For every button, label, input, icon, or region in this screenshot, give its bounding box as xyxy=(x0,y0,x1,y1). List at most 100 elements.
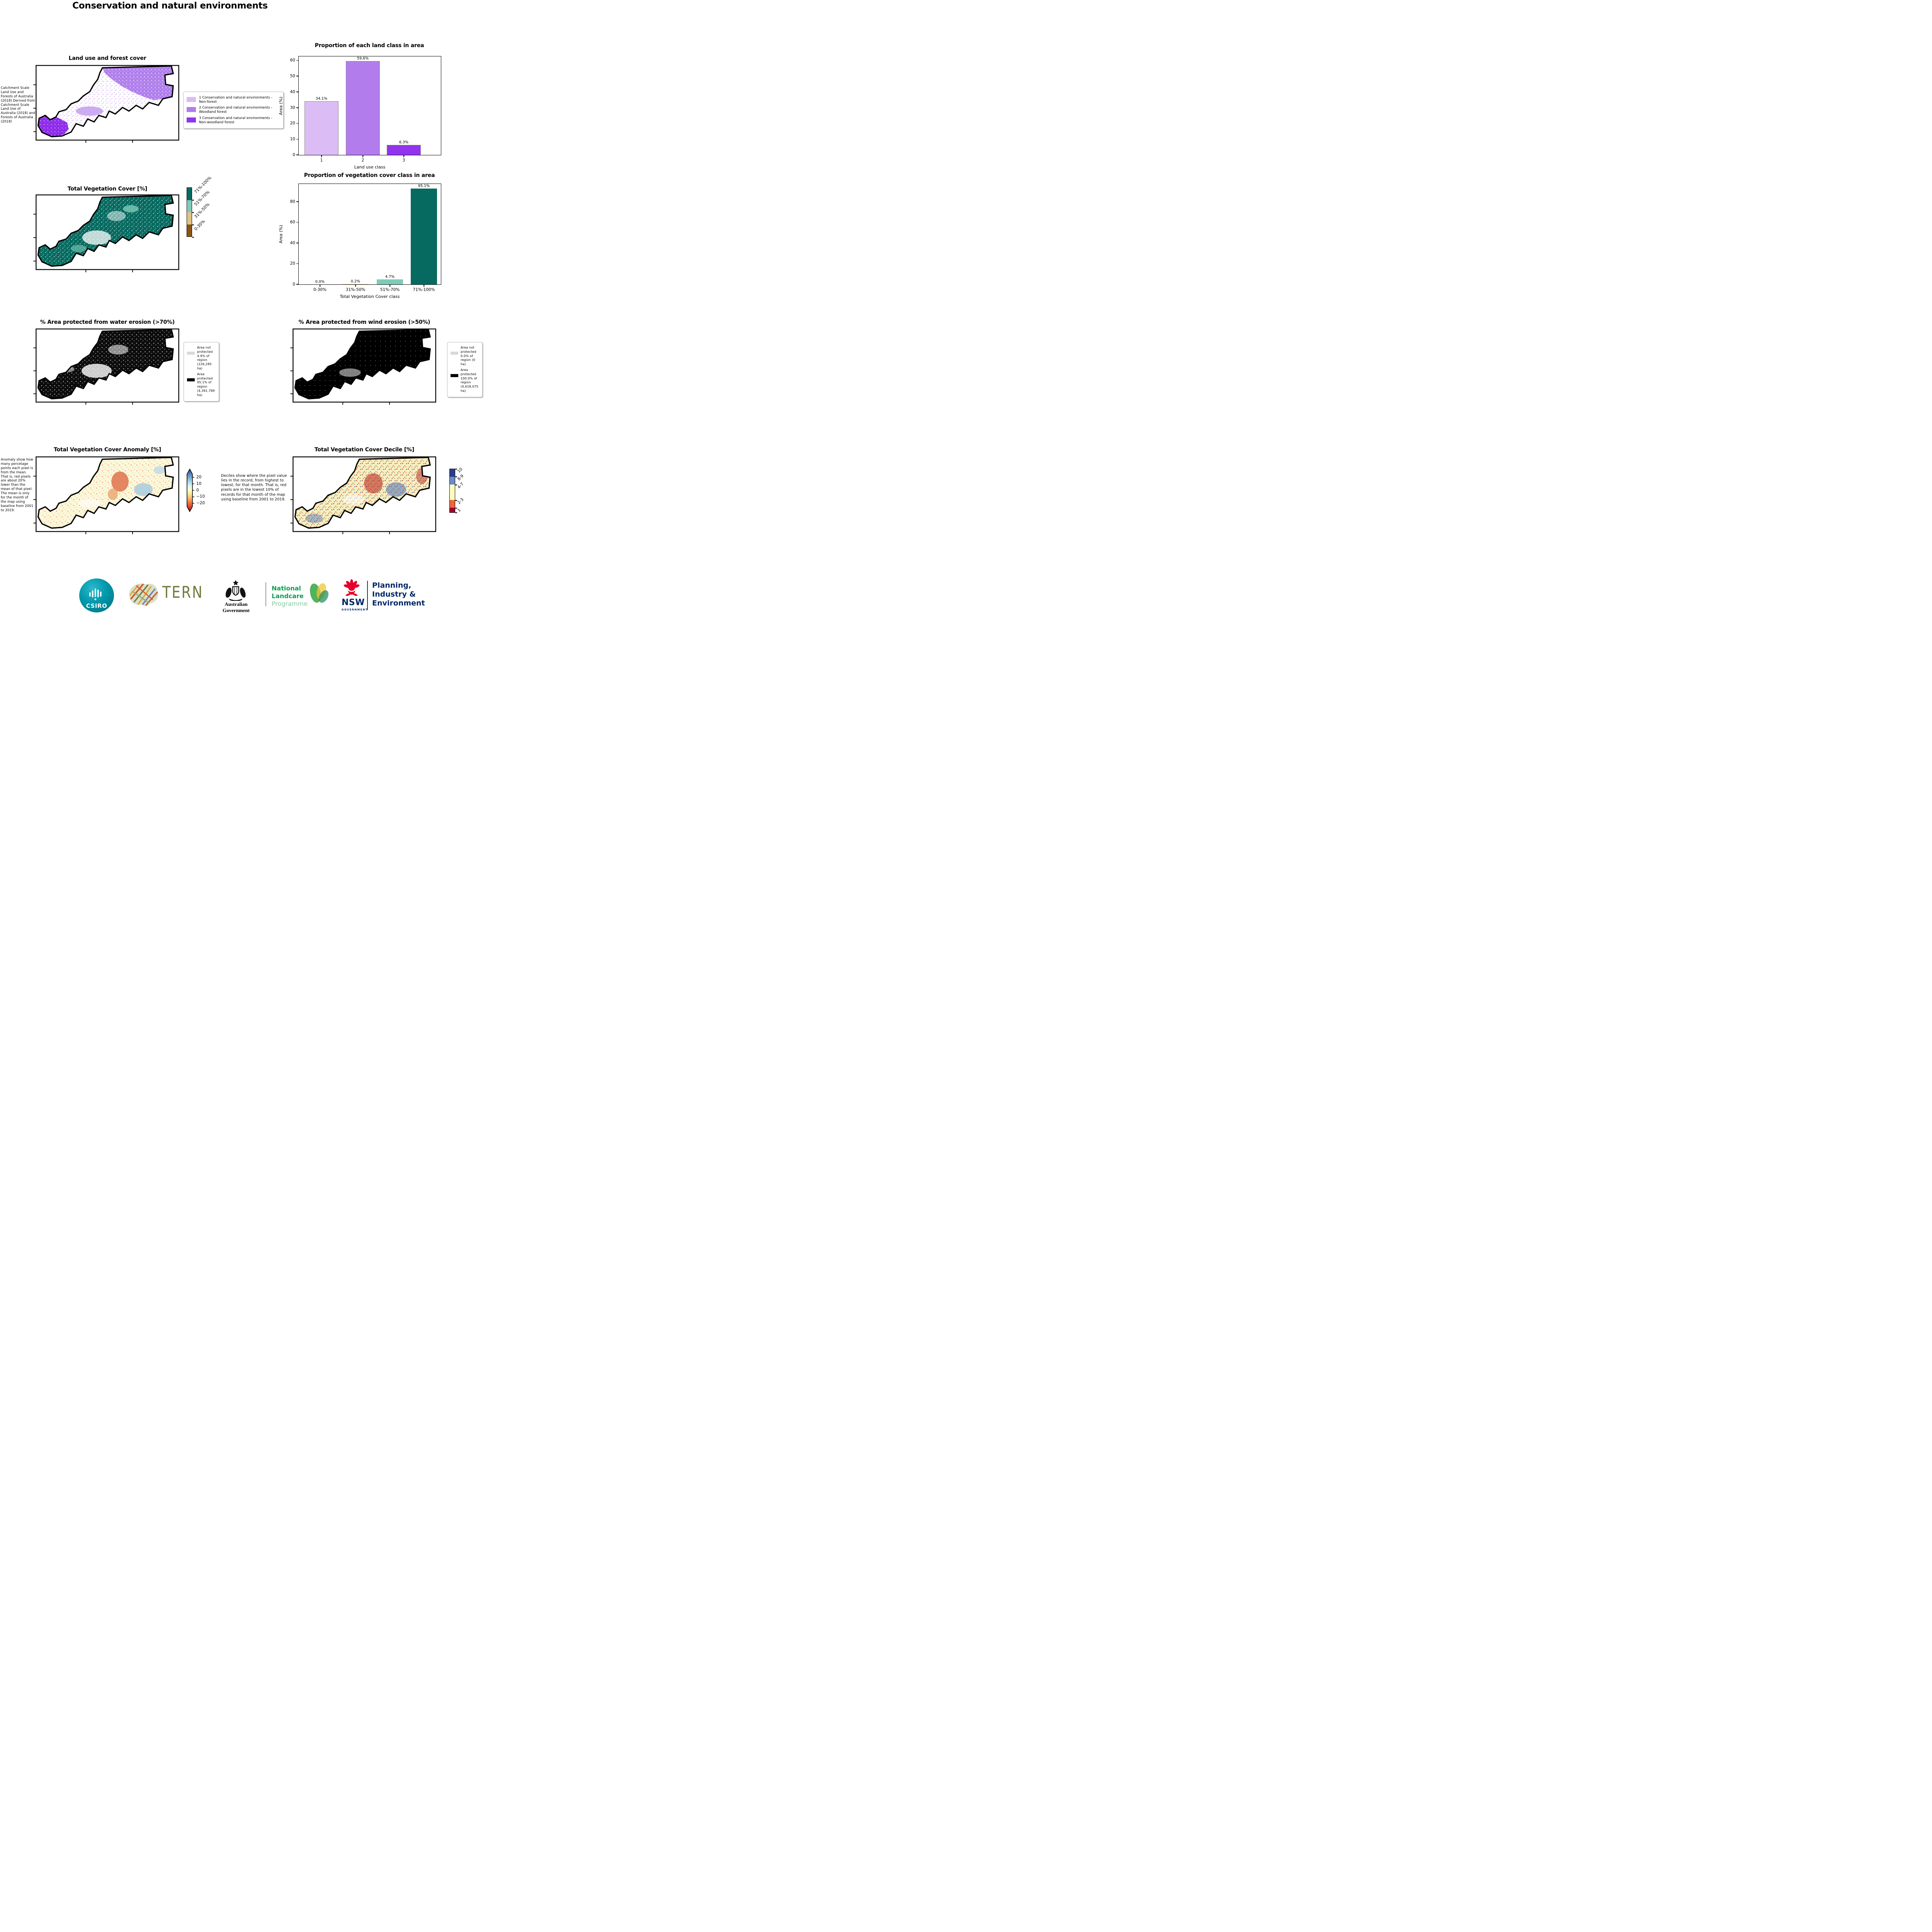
dpie-line1: Planning, xyxy=(372,581,412,590)
colorbar-label: 71%-100% xyxy=(193,175,213,195)
bar-value-label: 0.2% xyxy=(350,279,361,284)
nsw-wordmark: NSW xyxy=(342,598,365,607)
colorbar-tick-label: −20 xyxy=(196,501,205,505)
legend-swatch-not-protected xyxy=(187,352,195,355)
y-tick xyxy=(296,76,299,77)
csiro-logo: CSIRO xyxy=(79,578,114,612)
colorbar-seg-0-30 xyxy=(187,224,192,236)
x-tick-label: 71%-100% xyxy=(413,287,435,292)
colorbar-tick xyxy=(192,237,194,238)
wind-erosion-map xyxy=(290,328,436,405)
legend-label: 2 Conservation and natural environments … xyxy=(199,106,272,114)
x-tick xyxy=(389,284,390,287)
legend-label: Area not protected 0.0% of region (0 ha) xyxy=(461,346,476,366)
wind-erosion-map-title: % Area protected from wind erosion (>50%… xyxy=(298,319,430,325)
dpie-line3: Environment xyxy=(372,599,425,607)
legend-swatch-non-forest xyxy=(187,97,196,102)
water-erosion-legend: Area not protected 4.9% of region (226,2… xyxy=(184,342,219,401)
legend-label: Area protected 100.0% of region (4,618,0… xyxy=(461,368,478,393)
legend-swatch-non-woodland-forest xyxy=(187,117,196,122)
x-tick-label: 1 xyxy=(320,158,323,163)
x-tick xyxy=(355,284,356,287)
bar-value-label: 59.6% xyxy=(357,56,369,61)
bar-class-3 xyxy=(387,145,421,155)
water-erosion-map-title: % Area protected from water erosion (>70… xyxy=(40,319,175,325)
csiro-waveform-icon xyxy=(89,588,102,600)
y-tick-label: 20 xyxy=(290,261,295,266)
y-tick-label: 10 xyxy=(290,137,295,142)
nsw-government-wordmark: GOVERNMENT xyxy=(342,608,368,611)
legend-label: 3 Conservation and natural environments … xyxy=(199,116,272,124)
csiro-wordmark: CSIRO xyxy=(86,602,107,609)
legend-item: Area not protected 0.0% of region (0 ha) xyxy=(451,346,479,367)
anomaly-map xyxy=(33,456,179,534)
landcare-line3: Programme xyxy=(272,600,308,607)
legend-item: Area protected 100.0% of region (4,618,0… xyxy=(451,368,479,393)
wind-erosion-legend: Area not protected 0.0% of region (0 ha)… xyxy=(447,342,483,397)
bar-value-label: 95.1% xyxy=(418,184,430,188)
bar-class-1 xyxy=(304,101,338,155)
decile-map xyxy=(290,456,436,534)
veg-class-chart-plot: Area (%) 0.0% 0.2% 4.7% 95.1% 0-30% 31%-… xyxy=(279,184,441,299)
landcare-line1: National xyxy=(272,585,301,592)
colorbar-tick-label: 20 xyxy=(196,475,202,480)
bar-slot-0-30: 0.0% xyxy=(307,184,333,284)
bar-class-2 xyxy=(346,61,380,155)
dpie-line2: Industry & xyxy=(372,590,416,599)
colorbar-seg-31-50 xyxy=(187,212,192,224)
colorbar-seg-4-7 xyxy=(450,485,455,500)
colorbar-tick xyxy=(192,212,194,213)
landcare-leaves-icon xyxy=(310,583,329,603)
legend-swatch-protected xyxy=(187,378,195,381)
veg-cover-colorbar xyxy=(187,187,192,237)
anomaly-caption: Anomaly show how many percetage points e… xyxy=(1,458,34,512)
y-tick xyxy=(296,284,299,285)
y-tick-label: 60 xyxy=(290,220,295,225)
legend-swatch-woodland-forest xyxy=(187,107,196,112)
legend-label: Area protected 95.1% of region (4,391,78… xyxy=(197,372,215,397)
y-tick xyxy=(296,222,299,223)
decile-caption: Deciles show where the pixel value lies … xyxy=(221,474,287,502)
legend-swatch-not-protected xyxy=(451,352,458,355)
tern-wordmark: TERN xyxy=(162,583,204,602)
y-tick-label: 0 xyxy=(293,153,295,157)
water-erosion-map xyxy=(33,328,179,405)
colorbar-tick xyxy=(455,500,457,501)
y-tick-label: 40 xyxy=(290,240,295,245)
colorbar-label: 4-7 xyxy=(456,481,465,490)
bar-slot-51-70: 4.7% xyxy=(377,184,403,284)
colorbar-tick xyxy=(192,200,194,201)
x-tick-label: 31%-50% xyxy=(345,287,366,292)
colorbar-tick xyxy=(455,512,457,513)
colorbar-tick xyxy=(455,476,457,477)
x-axis-label: Total Vegetation Cover class xyxy=(340,294,400,299)
colorbar-tick-label: −10 xyxy=(196,494,205,499)
tern-australia-icon xyxy=(129,583,158,606)
y-tick-label: 60 xyxy=(290,58,295,63)
x-axis-label: Land use class xyxy=(354,165,386,170)
land-class-chart-plot: Area (%) 34.1% 59.6% 6.3% 1 2 3 Land use… xyxy=(279,56,441,170)
colorbar-label: 10 xyxy=(456,467,464,474)
colorbar-seg-8-9 xyxy=(450,477,455,485)
bar-slot-class-2: 59.6% xyxy=(346,56,380,155)
y-tick xyxy=(296,107,299,108)
colorbar-seg-2-3 xyxy=(450,500,455,508)
x-tick-label: 2 xyxy=(361,158,364,163)
bar-value-label: 4.7% xyxy=(385,275,395,279)
colorbar-tick xyxy=(192,224,194,225)
veg-class-chart-title: Proportion of vegetation cover class in … xyxy=(304,172,435,179)
legend-item: Area protected 95.1% of region (4,391,78… xyxy=(187,372,216,398)
x-tick xyxy=(403,155,404,157)
bar-value-label: 0.0% xyxy=(315,280,325,284)
x-tick xyxy=(423,284,424,287)
colorbar-label: 8-9 xyxy=(456,473,465,482)
landcare-line2: Landcare xyxy=(272,592,304,600)
x-tick xyxy=(362,155,363,157)
x-tick-label: 3 xyxy=(402,158,405,163)
page-title: Conservation and natural environments xyxy=(72,1,268,11)
australian-government-wordmark: Australian Government xyxy=(222,601,250,613)
colorbar-tick xyxy=(455,508,457,509)
x-tick xyxy=(321,155,322,157)
footer-divider xyxy=(265,582,266,606)
y-axis-label: Area (%) xyxy=(278,96,284,115)
